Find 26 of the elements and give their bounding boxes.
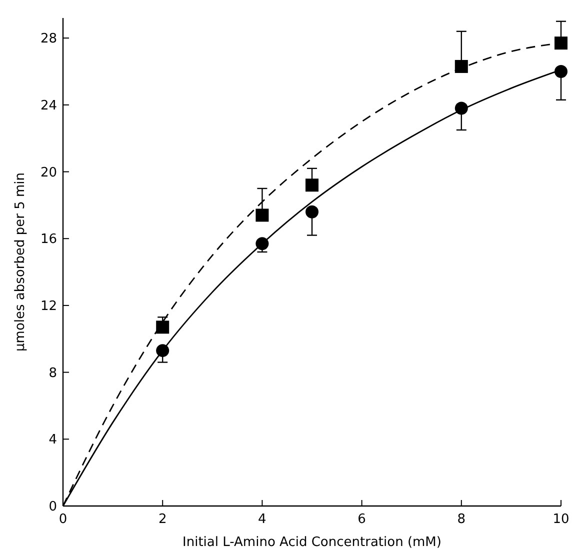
x-tick-label: 4 xyxy=(258,512,266,527)
y-tick-label: 4 xyxy=(48,432,57,448)
point xyxy=(554,36,568,50)
x-tick-label: 8 xyxy=(457,512,466,527)
y-tick-label: 24 xyxy=(40,98,57,114)
point xyxy=(306,205,318,218)
x-tick-label: 10 xyxy=(552,512,570,527)
x-axis-title: Initial L-Amino Acid Concentration (mM) xyxy=(182,535,442,550)
point xyxy=(256,208,269,222)
y-tick-label: 8 xyxy=(48,366,57,381)
y-axis-title: μmoles absorbed per 5 min xyxy=(13,172,28,352)
y-tick-label: 0 xyxy=(48,500,57,515)
y-tick-label: 16 xyxy=(40,232,57,248)
point xyxy=(454,102,468,115)
point xyxy=(306,178,318,192)
x-tick-label: 2 xyxy=(158,512,167,527)
point xyxy=(554,64,568,78)
y-tick-label: 20 xyxy=(40,165,57,180)
y-tick-label: 28 xyxy=(40,32,57,47)
x-tick-label: 0 xyxy=(58,512,68,527)
point xyxy=(156,344,170,358)
y-tick-label: 12 xyxy=(40,299,57,314)
point xyxy=(454,60,468,73)
x-tick-label: 6 xyxy=(358,512,366,527)
point xyxy=(256,237,269,250)
point xyxy=(156,320,170,334)
